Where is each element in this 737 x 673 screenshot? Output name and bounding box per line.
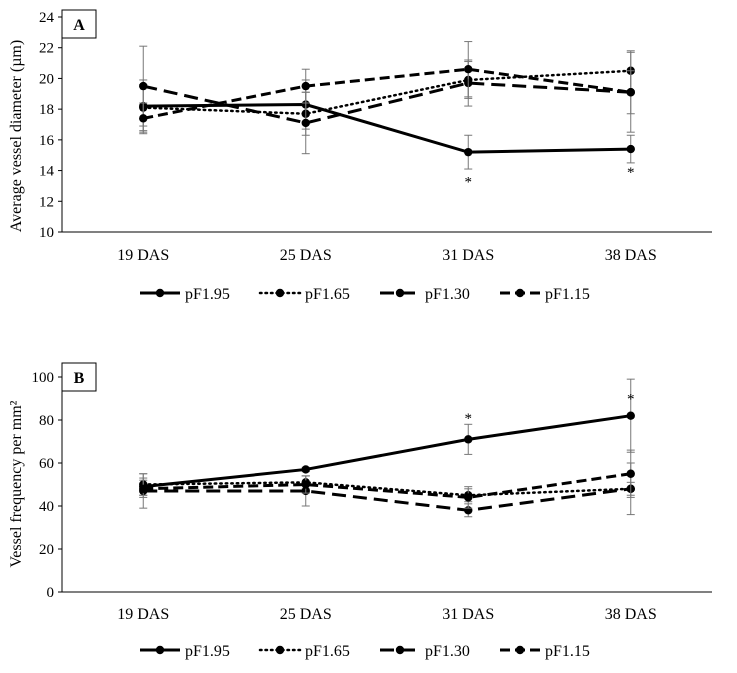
legend-marker [275,288,285,298]
legend-label: pF1.30 [425,286,470,303]
panel-label-box-b [61,362,97,392]
legend-marker [155,288,165,298]
significance-marker: * [465,174,473,190]
legend-label: pF1.95 [185,643,230,660]
data-point [139,114,148,123]
data-point [464,65,473,74]
significance-marker: * [627,165,635,181]
y-tick-label: 20 [39,542,54,558]
data-point [301,465,310,474]
legend-marker [395,645,405,655]
x-category-label: 38 DAS [605,247,657,264]
y-tick-label: 100 [32,370,55,386]
y-tick-label: 0 [47,585,55,601]
x-category-label: 38 DAS [605,606,657,623]
data-point [301,118,310,128]
data-point [301,81,310,91]
legend-marker [275,645,285,655]
y-tick-label: 24 [39,10,55,26]
series-line [143,414,631,489]
panel-label-b: B [74,370,85,387]
x-category-label: 25 DAS [280,606,332,623]
series-pf1-15 [139,41,635,135]
y-tick-label: 18 [39,102,54,118]
x-category-label: 31 DAS [442,606,494,623]
y-tick-label: 60 [39,456,54,472]
y-tick-label: 12 [39,194,54,210]
legend-marker [395,288,405,298]
series-line [143,103,631,154]
series-pf1-95 [139,378,635,496]
data-point [626,144,635,154]
series-line [142,81,631,125]
legend-marker [515,288,525,298]
y-tick-label: 14 [39,164,55,180]
legend-label: pF1.15 [545,286,590,303]
legend: pF1.95 pF1.65 pF1.30 pF1.15 [140,286,590,303]
data-point [626,411,635,420]
x-category-label: 19 DAS [117,606,169,623]
chart-panel-a: A Average vessel diameter (µm) 10 12 14 16 1… [8,9,712,303]
y-tick-label: 20 [39,71,54,87]
series-pf1-15 [139,449,635,509]
series-line [142,67,631,120]
data-point [464,147,473,157]
y-axis-label-a: Average vessel diameter (µm) [8,40,25,232]
series-line [143,487,631,512]
y-tick-label: 16 [39,133,55,149]
significance-marker: * [627,392,635,408]
legend: pF1.95 pF1.65 pF1.30 pF1.15 [140,643,590,660]
y-tick-label: 10 [39,225,54,241]
legend-label: pF1.65 [305,286,350,303]
legend-label: pF1.15 [545,643,590,660]
data-point [139,484,148,493]
legend-label: pF1.30 [425,643,470,660]
series-line [142,69,632,116]
legend-label: pF1.95 [185,286,230,303]
y-axis-label-b: Vessel frequency per mm² [8,400,25,567]
series-line [142,481,632,497]
x-category-label: 19 DAS [117,247,169,264]
panel-label-a: A [73,17,85,34]
data-point [464,435,473,444]
series-pf1-95 [139,79,635,170]
legend-marker [155,645,165,655]
data-point [626,88,635,97]
x-category-label: 31 DAS [442,247,494,264]
y-tick-label: 22 [39,41,54,57]
y-tick-label: 80 [39,413,54,429]
series-pf1-65 [139,50,635,136]
data-point [626,469,635,478]
chart-panel-b: B Vessel frequency per mm² 0 20 40 60 80 100 1… [8,362,712,660]
series-pf1-30 [139,45,635,155]
data-point [139,81,148,91]
y-tick-label: 40 [39,499,54,515]
legend-marker [515,645,525,655]
data-point [464,493,473,502]
significance-marker: * [465,411,473,427]
legend-label: pF1.65 [305,643,350,660]
x-category-label: 25 DAS [280,247,332,264]
data-point [301,480,310,489]
series-line [143,472,631,499]
